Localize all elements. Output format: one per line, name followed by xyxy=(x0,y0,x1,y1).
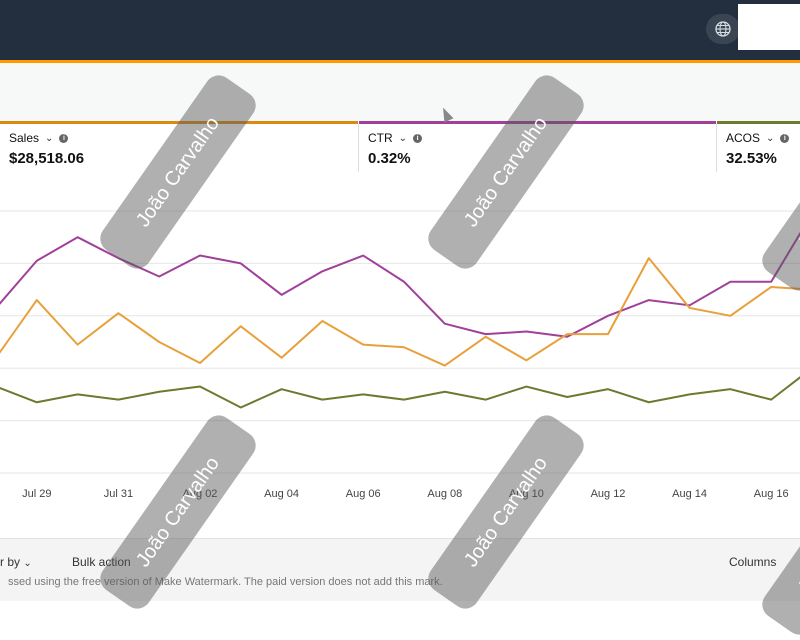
metric-card-ctr[interactable]: CTR ⌄ i 0.32% xyxy=(359,121,716,173)
x-tick-label: Aug 04 xyxy=(264,488,299,500)
table-toolbar: r by ⌄ Bulk action Columns ssed using th… xyxy=(0,538,800,601)
bulk-label: Bulk action xyxy=(72,555,131,569)
watermark-notice: ssed using the free version of Make Wate… xyxy=(8,576,443,588)
metric-value: 0.32% xyxy=(368,150,411,167)
x-tick-label: Aug 14 xyxy=(672,488,707,500)
x-tick-label: Aug 16 xyxy=(754,488,789,500)
x-tick-label: Aug 08 xyxy=(427,488,462,500)
nav-accent-stripe xyxy=(0,60,800,63)
globe-icon[interactable] xyxy=(706,14,740,44)
chevron-down-icon[interactable]: ⌄ xyxy=(45,132,54,144)
info-icon[interactable]: i xyxy=(780,133,790,143)
series-line-sales xyxy=(0,257,800,367)
top-navigation-bar xyxy=(0,0,800,60)
account-menu[interactable] xyxy=(738,4,800,50)
metric-cards: Sales ⌄ i $28,518.06 CTR ⌄ i 0.32% ACOS … xyxy=(0,121,800,173)
info-icon[interactable]: i xyxy=(413,133,423,143)
metric-card-sales[interactable]: Sales ⌄ i $28,518.06 xyxy=(0,121,358,173)
metric-label: ACOS xyxy=(726,131,761,145)
x-tick-label: Aug 12 xyxy=(591,488,626,500)
chevron-down-icon: ⌄ xyxy=(23,558,32,569)
metric-value: $28,518.06 xyxy=(9,150,85,167)
series-line-ctr xyxy=(0,231,800,338)
info-icon[interactable]: i xyxy=(59,133,69,143)
metric-value: 32.53% xyxy=(726,150,777,167)
filter-label: r by xyxy=(0,555,21,569)
columns-label: Columns xyxy=(729,555,777,569)
columns-button[interactable]: Columns xyxy=(729,555,776,569)
metric-card-acos[interactable]: ACOS ⌄ i 32.53% xyxy=(717,121,800,173)
filter-by-dropdown[interactable]: r by ⌄ xyxy=(0,555,32,569)
x-tick-label: Jul 29 xyxy=(22,488,51,500)
series-line-acos xyxy=(0,376,800,409)
divider xyxy=(358,124,359,172)
performance-line-chart: Jul 29 Jul 31 Aug 02 Aug 04 Aug 06 Aug 08 Aug … xyxy=(0,210,800,500)
toolbar-strip xyxy=(0,63,800,121)
x-tick-label: Jul 31 xyxy=(104,488,133,500)
x-tick-label: Aug 02 xyxy=(183,488,218,500)
chevron-down-icon[interactable]: ⌄ xyxy=(398,132,408,144)
divider xyxy=(716,124,717,172)
x-tick-label: Aug 10 xyxy=(509,488,544,500)
metric-label: CTR xyxy=(368,131,393,145)
x-tick-label: Aug 06 xyxy=(346,488,381,500)
metric-label: Sales xyxy=(9,131,40,145)
bulk-actions-dropdown[interactable]: Bulk action xyxy=(72,555,131,569)
chevron-down-icon[interactable]: ⌄ xyxy=(766,132,775,144)
